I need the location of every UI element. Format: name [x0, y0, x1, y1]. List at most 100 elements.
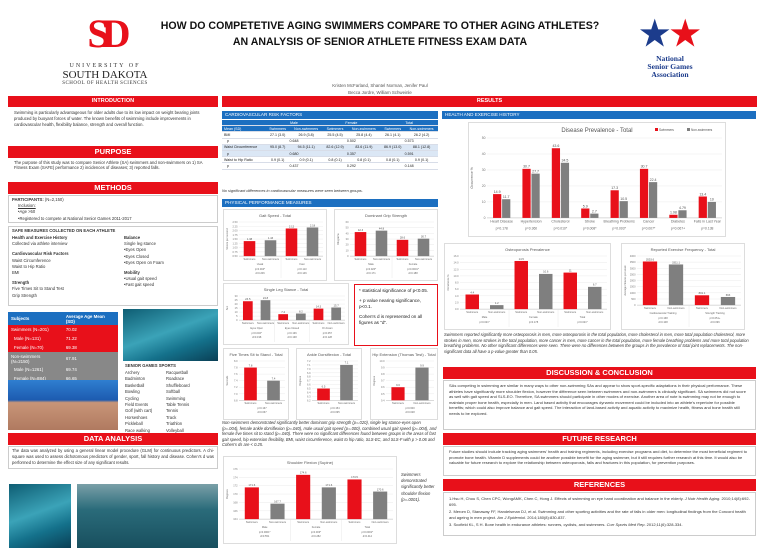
p-value-label: p=0.003* — [612, 226, 626, 230]
bar-non-swimmers — [707, 201, 716, 218]
bar-non-swimmers — [373, 491, 388, 520]
cv-row: Waist Circumference 95.0 (8.7) 94.5 (11.1)… — [222, 144, 438, 151]
bar-category-label: Non-swimmers — [372, 520, 390, 524]
bar-value-label: 170.6 — [377, 487, 384, 491]
bar-swimmers — [522, 168, 531, 218]
cv-cell: 25.8 (4.4) — [347, 131, 381, 139]
safe-item: Waist Circumference — [12, 257, 51, 263]
note-line: * statistical significance of p<0.05. — [359, 288, 429, 293]
reference-tail: . 2010;14(8):692-695. — [449, 496, 750, 507]
safe-section: Health and Exercise History Collected via… — [12, 235, 112, 247]
sport-item: Table Tennis — [166, 402, 190, 408]
reference-item: 1.Hsu H, Chou S, Chen CPC, WongAMK, Chen… — [449, 496, 750, 507]
safe-item: Grip Strength — [12, 292, 37, 298]
p-value-label: p=0.138 — [701, 226, 713, 230]
p-value-label: d=0.198 — [252, 335, 262, 339]
y-tick-label: 30 — [482, 168, 486, 172]
bar-category-label: Swimmers — [318, 401, 331, 405]
subject-age: 67.91 — [62, 352, 118, 365]
cv-subheader: Swimmers — [265, 125, 290, 133]
p-value-label: p=0.154 — [330, 406, 340, 410]
age-header: Average Age Mean (SD) — [62, 312, 118, 325]
p-value-label: d=0.096 — [710, 320, 720, 324]
bar-non-swimmers — [678, 210, 687, 218]
group-label: Male — [482, 315, 488, 319]
discussion-text: SAs competing in swimming are similar in… — [443, 380, 756, 430]
y-tick-label: 20 — [346, 243, 349, 247]
y-tick-label: 40 — [482, 152, 486, 156]
chart-title: Reported Exercise Frequency - Total — [651, 247, 716, 252]
bar-category-label: Swimmers — [286, 257, 299, 261]
y-tick-label: 2.0 — [455, 300, 459, 304]
y-tick-label: 1500 — [630, 285, 636, 289]
bar-category-label: Non-swimmers — [720, 306, 738, 310]
y-tick-label: 174 — [233, 475, 238, 479]
cv-table: Male Female Total Mean (SD) Swimmers Non-swi… — [222, 120, 438, 170]
p-value-label: p=0.168 — [658, 316, 668, 320]
sports-heading: SENIOR GAMES SPORTS — [125, 363, 176, 368]
reference-text: 2. Merom D, Stanaway FF, Handelsman DJ, … — [449, 509, 746, 520]
p-value-label: p=0.004* — [252, 331, 262, 335]
cv-cell: 26.2 (4.2) — [405, 131, 438, 139]
cv-cell: 0.9 (0.1) — [289, 156, 323, 164]
sport-item: Archery — [125, 370, 140, 375]
y-tick-label: 6.9 — [307, 371, 311, 375]
p-value-label: p=0.021* — [479, 320, 489, 324]
cv-note: No significant differences in cardiovasc… — [222, 188, 363, 193]
sport-item: Field Events — [125, 402, 149, 408]
bar-non-swimmers — [417, 238, 430, 257]
safe-section: Strength Five Times Sit to Stand Test Grip… — [12, 280, 112, 299]
group-label: Total — [365, 525, 371, 529]
y-tick-label: 172 — [233, 484, 238, 488]
bar-value-label: 663 — [726, 293, 731, 297]
bar-value-label: 7.8 — [249, 363, 253, 367]
cv-subheader: Non-swimmers — [405, 125, 438, 133]
hip-extension-chart: Hip Extension (Thomas Test) - Total 9.4 9.… — [370, 348, 438, 420]
p-value-label: p=0.360 — [525, 226, 537, 230]
chart-title: Gait Speed - Total — [259, 213, 291, 218]
bar-value-label: 11 — [569, 268, 572, 272]
nsga-line1: National — [656, 54, 684, 63]
cv-cell: 25.5 (4.5) — [322, 131, 348, 139]
bar-value-label: 9.6 — [396, 383, 400, 387]
subjects-header: Subjects — [8, 312, 63, 325]
cv-p-row: p 0.680 0.357 0.591 — [222, 150, 438, 158]
y-tick-label: 166 — [233, 509, 238, 513]
cv-cell: 86.9 (13.0) — [380, 144, 406, 151]
bar-non-swimmers — [321, 487, 336, 520]
bar-value-label: 2.7 — [592, 209, 597, 213]
bar-swimmers — [493, 194, 502, 218]
bar-value-label: 23.5 — [245, 297, 251, 301]
chart-title: Shoulder Flexion (Supine) — [287, 460, 334, 465]
p-value-label: d=0.095 — [330, 410, 340, 414]
cv-cell: 83.6 (11.9) — [347, 144, 381, 151]
p-value-label: p=0.008* — [583, 226, 597, 230]
bar-non-swimmers — [539, 273, 553, 310]
data-analysis-heading: DATA ANALYSIS — [8, 433, 218, 445]
safe-section: Cardiovascular Risk Factors Waist Circumf… — [12, 251, 112, 276]
y-tick-label: 6.8 — [307, 375, 311, 379]
safe-item: •Eyes Open on Foam — [124, 259, 164, 265]
y-tick-label: 7.2 — [307, 359, 311, 363]
subjects-row: Male (N=131) 71.22 — [8, 334, 118, 343]
bar-swimmers — [244, 487, 259, 520]
bar-value-label: 34.5 — [561, 159, 568, 163]
bar-value-label: 8.2 — [299, 309, 303, 313]
safe-item: •Fast gait speed — [124, 282, 155, 288]
usd-logo-line1: UNIVERSITY OF — [69, 63, 141, 69]
y-tick-label: 30 — [235, 294, 238, 298]
chart-title: Ankle Dorsiflexion - Total — [307, 352, 351, 357]
sport-item: Softball — [166, 389, 180, 395]
inclusion-label: Inclusion: — [18, 203, 36, 209]
y-tick-label: 2000 — [630, 279, 636, 283]
cv-cell: 0.9 (0.1) — [265, 156, 290, 164]
sport-item: Cycling — [125, 395, 139, 401]
note-line: + p value nearing significance, p<0.1. — [359, 297, 421, 310]
subject-age: 70.02 — [62, 325, 118, 334]
y-tick-label: 170 — [233, 492, 238, 496]
bar-category-label: Swimmers — [564, 310, 577, 314]
bar-value-label: 3311.1 — [672, 260, 681, 264]
y-tick-label: 0 — [236, 318, 238, 322]
category-label: Breathing Problems — [604, 220, 636, 224]
safe-item: Collected via athlete interview — [12, 241, 68, 247]
